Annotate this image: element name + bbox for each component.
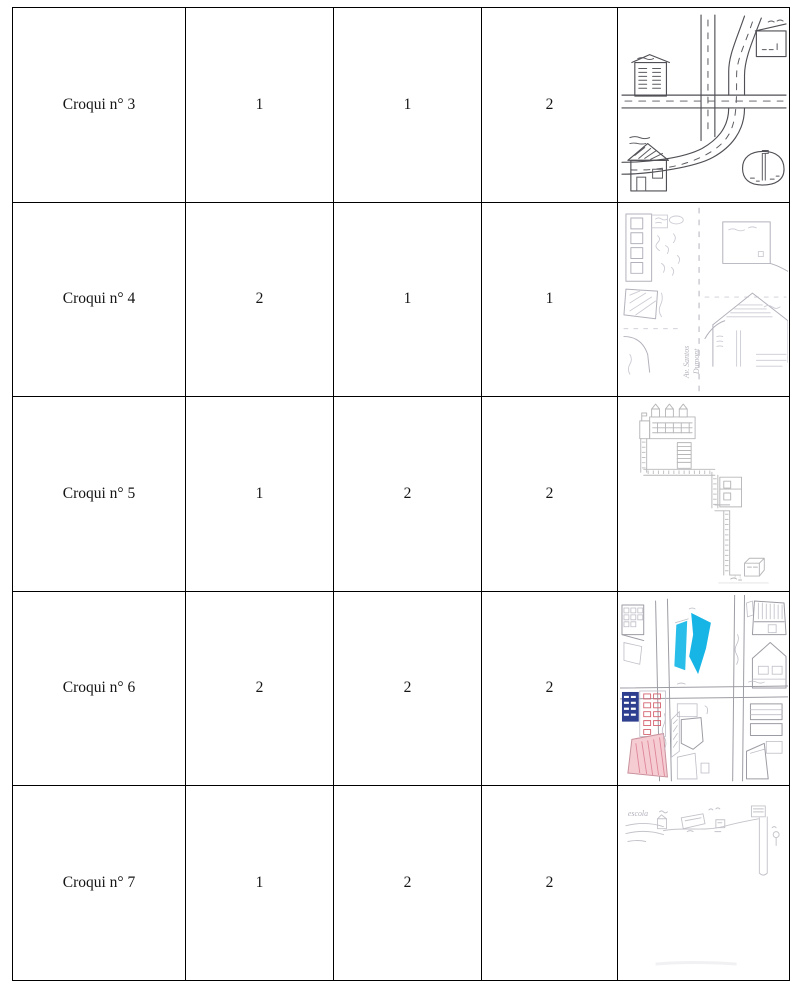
cyan-shape-b — [688, 613, 711, 675]
score-cell: 2 — [333, 590, 482, 786]
table-row-croqui-7: Croqui n° 7 1 2 2 escola — [12, 785, 790, 981]
escola-handwriting: escola — [627, 809, 647, 818]
croqui-3-sketch — [620, 14, 787, 192]
cyan-shape-a — [673, 621, 687, 671]
croqui-5-sketch — [638, 403, 769, 584]
croqui-7-sketch: escola — [624, 805, 780, 966]
croqui-label: Croqui n° 5 — [12, 396, 186, 592]
score-cell: 2 — [333, 785, 482, 981]
street-name-handwriting: Av. Santos — [682, 346, 691, 379]
score-cell: 1 — [333, 201, 482, 397]
score-cell: 2 — [481, 396, 618, 592]
score-cell: 2 — [481, 7, 618, 203]
croqui-label: Croqui n° 6 — [12, 590, 186, 786]
score-cell: 2 — [333, 396, 482, 592]
table-row-croqui-6: Croqui n° 6 2 2 2 — [12, 590, 790, 786]
street-name-handwriting: Dumont — [692, 348, 701, 375]
score-cell: 1 — [185, 785, 334, 981]
score-cell: 2 — [481, 590, 618, 786]
score-cell: 1 — [333, 7, 482, 203]
croqui-label: Croqui n° 4 — [12, 201, 186, 397]
score-cell: 2 — [185, 590, 334, 786]
table-row-croqui-5: Croqui n° 5 1 2 2 — [12, 396, 790, 592]
sketch-cell: Av. Santos Dumont — [617, 201, 790, 397]
red-window-grid — [642, 693, 661, 736]
table-row-croqui-3: Croqui n° 3 1 1 2 — [12, 7, 790, 203]
sketch-cell — [617, 396, 790, 592]
croqui-label: Croqui n° 3 — [12, 7, 186, 203]
score-cell: 1 — [481, 201, 618, 397]
score-cell: 1 — [185, 396, 334, 592]
croqui-evaluation-table: Croqui n° 3 1 1 2 — [12, 7, 790, 981]
table-row-croqui-4: Croqui n° 4 2 1 1 — [12, 201, 790, 397]
score-cell: 2 — [185, 201, 334, 397]
score-cell: 1 — [185, 7, 334, 203]
sketch-cell: escola — [617, 785, 790, 981]
sketch-cell — [617, 590, 790, 786]
croqui-label: Croqui n° 7 — [12, 785, 186, 981]
sketch-cell — [617, 7, 790, 203]
score-cell: 2 — [481, 785, 618, 981]
pink-hatch — [634, 737, 665, 777]
croqui-4-sketch: Av. Santos Dumont — [622, 207, 788, 393]
croqui-6-sketch — [619, 595, 788, 782]
